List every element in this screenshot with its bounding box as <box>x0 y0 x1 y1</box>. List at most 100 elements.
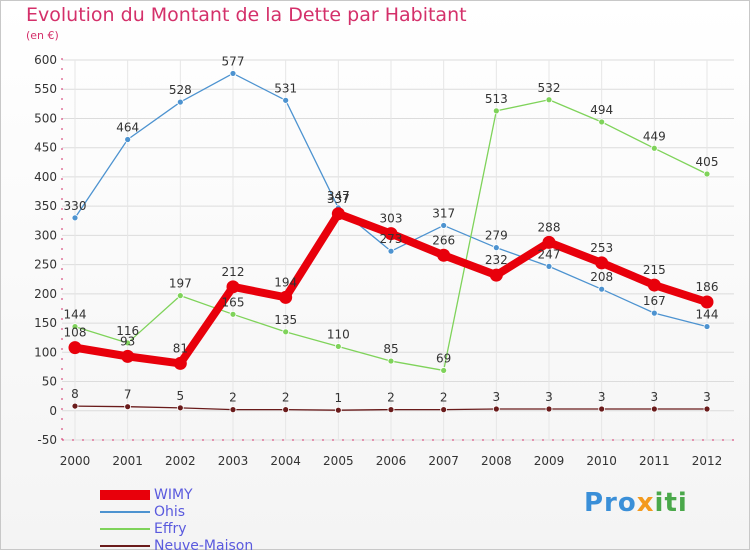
data-label-ohis: 167 <box>643 294 666 308</box>
data-label-neuve-maison: 3 <box>493 390 501 404</box>
data-label-ohis: 208 <box>590 270 613 284</box>
data-label-neuve-maison: 2 <box>229 391 237 405</box>
data-label-wimy: 232 <box>485 253 508 267</box>
y-tick-label: 600 <box>34 53 57 67</box>
data-point-neuve-maison <box>124 403 132 411</box>
data-point-neuve-maison <box>282 406 290 414</box>
legend-item-effry: Effry <box>100 520 253 537</box>
data-point-wimy <box>437 248 451 262</box>
legend-label-effry: Effry <box>154 520 187 537</box>
legend-item-ohis: Ohis <box>100 503 253 520</box>
legend-swatch-ohis <box>100 510 150 513</box>
data-label-effry: 116 <box>116 324 139 338</box>
data-point-effry <box>282 328 290 336</box>
data-label-wimy: 108 <box>64 326 87 340</box>
data-point-ohis <box>440 222 448 229</box>
data-point-effry <box>440 367 448 374</box>
data-point-wimy <box>700 295 714 309</box>
data-point-effry <box>71 323 79 330</box>
data-label-ohis: 347 <box>327 189 350 203</box>
data-point-ohis <box>650 309 658 317</box>
data-point-effry <box>650 144 658 152</box>
data-label-effry: 532 <box>538 81 561 95</box>
data-point-neuve-maison <box>387 406 395 414</box>
data-point-effry <box>334 343 342 350</box>
proxiti-logo: Proxiti <box>584 488 688 518</box>
x-tick-label: 2008 <box>481 454 512 468</box>
x-tick-label: 2002 <box>165 454 196 468</box>
y-tick-label: 250 <box>34 258 57 272</box>
x-tick-label: 2005 <box>323 454 354 468</box>
chart-title: Evolution du Montant de la Dette par Hab… <box>26 4 467 26</box>
x-tick-label: 2003 <box>218 454 249 468</box>
data-label-ohis: 247 <box>538 247 561 261</box>
data-point-ohis <box>229 70 237 77</box>
data-label-neuve-maison: 7 <box>124 388 132 402</box>
data-point-ohis <box>71 214 79 222</box>
x-tick-label: 2000 <box>60 454 91 468</box>
data-label-wimy: 93 <box>120 334 135 348</box>
data-label-wimy: 186 <box>696 280 719 294</box>
data-label-ohis: 330 <box>64 199 87 213</box>
data-label-neuve-maison: 2 <box>282 391 290 405</box>
data-label-wimy: 194 <box>274 275 297 289</box>
y-tick-label: -50 <box>37 433 57 447</box>
x-tick-label: 2011 <box>639 454 670 468</box>
data-label-wimy: 337 <box>327 192 350 206</box>
data-point-effry <box>492 107 500 115</box>
y-tick-label: 400 <box>34 170 57 184</box>
data-point-ohis <box>176 98 184 106</box>
data-point-wimy <box>542 235 556 249</box>
unit-label: (en €) <box>26 29 59 42</box>
data-label-wimy: 266 <box>432 233 455 247</box>
data-label-neuve-maison: 2 <box>440 391 448 405</box>
data-label-neuve-maison: 3 <box>703 390 711 404</box>
data-point-effry <box>176 292 184 300</box>
x-tick-label: 2006 <box>376 454 407 468</box>
y-tick-label: 200 <box>34 287 57 301</box>
legend-item-wimy: WIMY <box>100 486 253 503</box>
data-label-ohis: 531 <box>274 81 297 95</box>
data-label-effry: 144 <box>64 308 87 322</box>
data-label-ohis: 279 <box>485 229 508 243</box>
data-point-neuve-maison <box>598 405 606 413</box>
data-label-effry: 110 <box>327 327 350 341</box>
data-label-ohis: 577 <box>222 54 245 68</box>
y-tick-label: 0 <box>49 404 57 418</box>
data-label-effry: 513 <box>485 92 508 106</box>
data-point-effry <box>703 170 711 178</box>
data-point-ohis <box>124 136 132 143</box>
data-point-neuve-maison <box>545 405 553 413</box>
x-tick-label: 2010 <box>586 454 617 468</box>
data-label-wimy: 81 <box>173 341 188 355</box>
data-point-wimy <box>279 290 293 304</box>
data-point-ohis <box>387 247 395 255</box>
data-point-ohis <box>598 285 606 293</box>
data-label-wimy: 212 <box>222 265 245 279</box>
data-point-ohis <box>545 262 553 270</box>
data-point-wimy <box>68 341 82 355</box>
data-label-neuve-maison: 3 <box>651 390 659 404</box>
data-point-neuve-maison <box>71 402 79 410</box>
data-point-neuve-maison <box>229 406 237 414</box>
data-point-wimy <box>173 356 187 370</box>
y-tick-label: 350 <box>34 199 57 213</box>
data-label-effry: 494 <box>590 103 613 117</box>
data-point-neuve-maison <box>650 405 658 413</box>
x-tick-label: 2004 <box>270 454 301 468</box>
y-tick-label: 500 <box>34 111 57 125</box>
data-point-effry <box>545 96 553 104</box>
data-label-ohis: 528 <box>169 83 192 97</box>
data-label-wimy: 215 <box>643 263 666 277</box>
data-label-wimy: 303 <box>380 212 403 226</box>
data-point-neuve-maison <box>492 405 500 413</box>
data-point-wimy <box>647 278 661 292</box>
data-point-wimy <box>384 227 398 241</box>
data-label-ohis: 464 <box>116 121 139 135</box>
data-point-effry <box>387 357 395 365</box>
data-point-neuve-maison <box>440 406 448 414</box>
data-label-neuve-maison: 3 <box>545 390 553 404</box>
y-tick-label: 100 <box>34 345 57 359</box>
data-point-wimy <box>489 268 503 282</box>
